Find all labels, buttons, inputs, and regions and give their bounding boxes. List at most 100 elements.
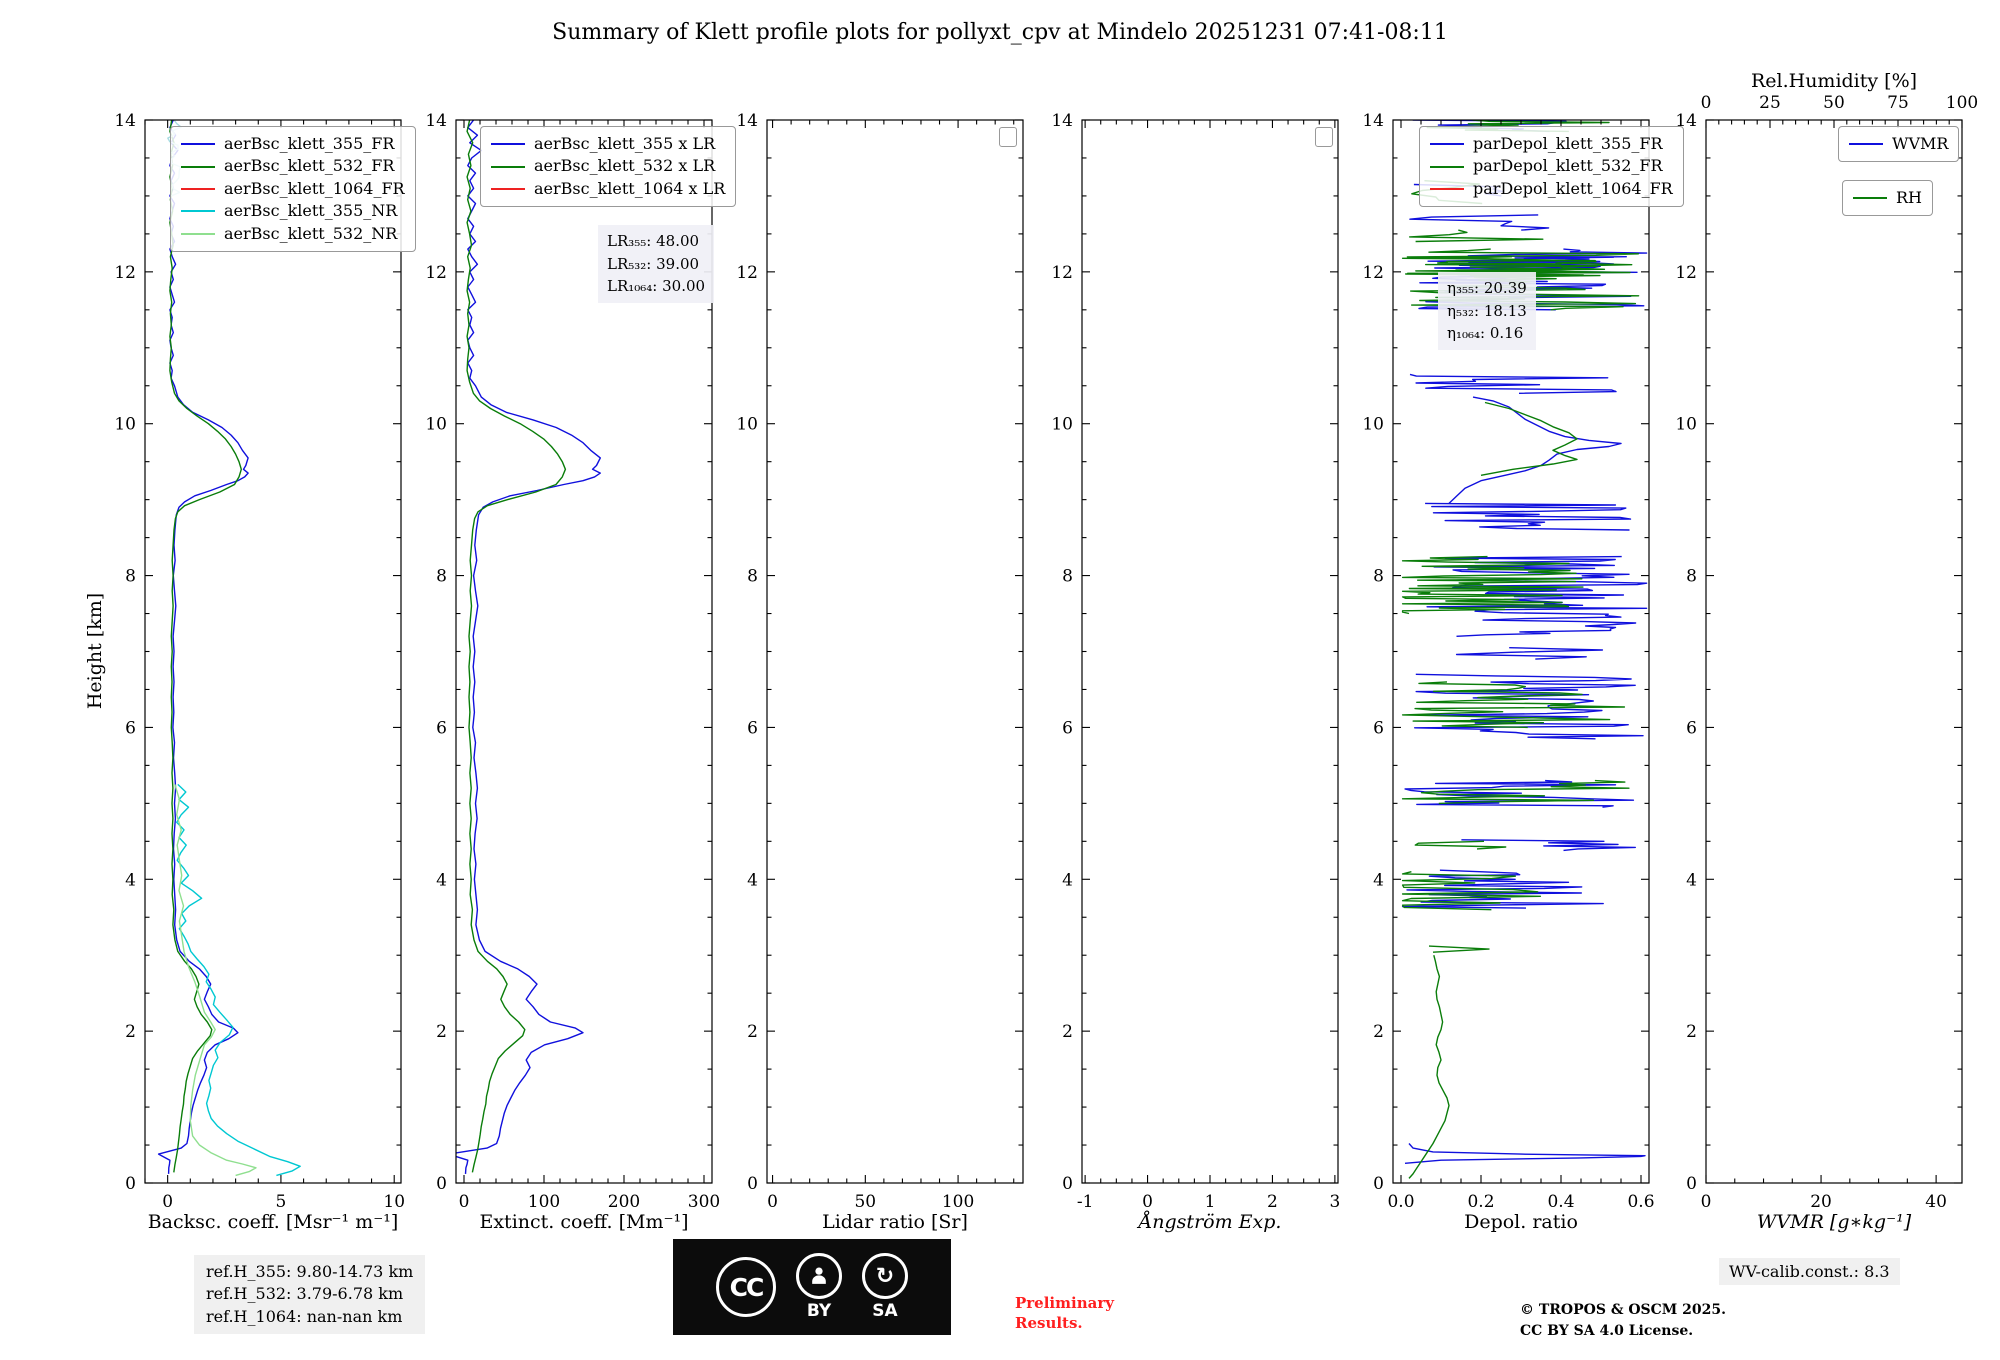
legend-line-swatch	[1849, 143, 1883, 146]
x-tick-label: 40	[1925, 1192, 1947, 1212]
legend-line-swatch	[1853, 197, 1887, 200]
x-tick-label: 200	[608, 1192, 640, 1212]
wv-calibration-box: WV-calib.const.: 8.3	[1719, 1258, 1900, 1285]
legend-extinction: aerBsc_klett_355 x LR aerBsc_klett_532 x …	[480, 126, 737, 208]
ref-height-1064: ref.H_1064: nan-nan km	[206, 1306, 403, 1326]
x-tick-label: 0.2	[1467, 1192, 1494, 1212]
x-axis-label-extinction: Extinct. coeff. [Mm⁻¹]	[479, 1211, 689, 1233]
legend-label: RH	[1896, 188, 1922, 207]
rh-top-tick-label: 0	[1701, 93, 1712, 113]
lr-355-value: LR₃₅₅: 48.00	[607, 232, 700, 250]
y-tick-label: 6	[125, 718, 136, 738]
rh-top-tick-label: 25	[1759, 93, 1781, 113]
y-tick-label: 14	[736, 111, 758, 131]
preliminary-results-note: Preliminary Results.	[1015, 1294, 1114, 1333]
x-tick-label: 0	[1701, 1192, 1712, 1212]
y-tick-label: 0	[436, 1174, 447, 1194]
legend-entry: parDepol_klett_355_FR	[1430, 133, 1673, 155]
y-tick-label: 12	[1051, 263, 1073, 283]
x-tick-label: 0.4	[1547, 1192, 1574, 1212]
legend-rh: RH	[1842, 180, 1933, 217]
parDepol_klett_532_FR-line	[1428, 945, 1490, 953]
eta-532-value: η₅₃₂: 18.13	[1447, 301, 1527, 320]
y-tick-label: 2	[436, 1022, 447, 1042]
ref-height-532: ref.H_532: 3.79-6.78 km	[206, 1284, 404, 1304]
y-tick-label: 12	[114, 263, 136, 283]
x-tick-label: 0	[162, 1192, 173, 1212]
x-tick-label: 20	[1810, 1192, 1832, 1212]
y-tick-label: 8	[1062, 567, 1073, 587]
panel-series-depol	[1401, 120, 1648, 1179]
parDepol_klett_532_FR-line	[1401, 871, 1542, 911]
cc-sa-label: SA	[872, 1301, 898, 1321]
rh-top-axis-label: Rel.Humidity [%]	[1750, 70, 1918, 92]
aerBsc_klett_355 x LR-line	[456, 120, 601, 1174]
legend-line-swatch	[1430, 165, 1464, 168]
ref-height-355: ref.H_355: 9.80-14.73 km	[206, 1262, 414, 1281]
legend-label: aerBsc_klett_532_NR	[224, 223, 398, 243]
legend-backscatter: aerBsc_klett_355_FR aerBsc_klett_532_FR ae…	[170, 126, 416, 252]
aerBsc_klett_532 x LR-line	[466, 120, 567, 1173]
y-tick-label: 8	[436, 567, 447, 587]
x-tick-label: 100	[942, 1192, 974, 1212]
legend-label: parDepol_klett_532_FR	[1473, 156, 1663, 176]
y-tick-label: 10	[1362, 415, 1384, 435]
cc-logo-column: CC	[716, 1257, 776, 1317]
plot-frame-angstroem	[1081, 119, 1339, 1184]
copyright-note: © TROPOS & OSCM 2025. CC BY SA 4.0 Licen…	[1520, 1300, 1726, 1342]
parDepol_klett_532_FR-line	[1401, 256, 1631, 277]
legend-entry: aerBsc_klett_355_FR	[181, 133, 405, 155]
x-tick-label: 0	[1142, 1192, 1153, 1212]
y-tick-label: 4	[1062, 870, 1073, 890]
y-tick-label: 12	[1362, 263, 1384, 283]
eta-355-value: η₃₅₅: 20.39	[1447, 279, 1527, 297]
legend-depol: parDepol_klett_355_FR parDepol_klett_532_…	[1419, 126, 1684, 208]
y-tick-label: 14	[1362, 111, 1384, 131]
x-tick-label: 0.6	[1627, 1192, 1654, 1212]
reference-heights-box: ref.H_355: 9.80-14.73 km ref.H_532: 3.79…	[194, 1255, 426, 1335]
parDepol_klett_532_FR-line	[1401, 555, 1584, 615]
legend-line-swatch	[1430, 143, 1464, 146]
parDepol_klett_355_FR-line	[1448, 396, 1622, 504]
panel-axes-depol: 0.0 0.2 0.4 0.6 0 2 4 6 8 10 12 14	[1362, 111, 1654, 1212]
legend-line-swatch	[181, 187, 215, 190]
x-tick-label: 10	[383, 1192, 405, 1212]
y-tick-label: 4	[436, 870, 447, 890]
depol-eta-values-box: η₃₅₅: 20.39 η₅₃₂: 18.13 η₁₀₆₄: 0.16	[1438, 272, 1536, 350]
rh-top-tick-label: 75	[1887, 93, 1909, 113]
legend-entry: aerBsc_klett_532_FR	[181, 155, 405, 177]
y-tick-label: 0	[1062, 1174, 1073, 1194]
y-tick-label: 12	[425, 263, 447, 283]
y-tick-label: 2	[1373, 1022, 1384, 1042]
aerBsc_klett_355_NR-line	[175, 783, 301, 1177]
parDepol_klett_355_FR-line	[1413, 673, 1644, 740]
parDepol_klett_532_FR-line	[1408, 229, 1544, 243]
legend-label: parDepol_klett_355_FR	[1473, 134, 1663, 153]
x-tick-label: 0	[459, 1192, 470, 1212]
x-tick-label: 0	[767, 1192, 778, 1212]
legend-entry: aerBsc_klett_355 x LR	[491, 133, 725, 155]
parDepol_klett_355_FR-line	[1409, 214, 1550, 231]
y-tick-label: 6	[436, 718, 447, 738]
x-tick-label: 1	[1205, 1192, 1216, 1212]
plot-frame-lidar_ratio	[766, 119, 1024, 1184]
aerBsc_klett_532_NR-line	[174, 784, 257, 1177]
parDepol_klett_355_FR-line	[1404, 1143, 1646, 1164]
y-tick-label: 12	[1675, 263, 1697, 283]
y-tick-label: 2	[1686, 1022, 1697, 1042]
parDepol_klett_532_FR-line	[1401, 779, 1630, 805]
y-tick-label: 10	[114, 415, 136, 435]
x-axis-label-wvmr: WVMR [g∗kg⁻¹]	[1756, 1211, 1912, 1233]
legend-entry: aerBsc_klett_532 x LR	[491, 155, 725, 177]
parDepol_klett_355_FR-line	[1409, 373, 1617, 394]
legend-entry: WVMR	[1849, 133, 1948, 155]
y-tick-label: 8	[747, 567, 758, 587]
y-tick-label: 0	[1373, 1174, 1384, 1194]
cc-by-person-icon	[796, 1253, 842, 1299]
legend-entry: aerBsc_klett_1064_FR	[181, 178, 405, 200]
y-tick-label: 6	[1062, 718, 1073, 738]
legend-entry: aerBsc_klett_355_NR	[181, 200, 405, 222]
y-tick-label: 10	[425, 415, 447, 435]
